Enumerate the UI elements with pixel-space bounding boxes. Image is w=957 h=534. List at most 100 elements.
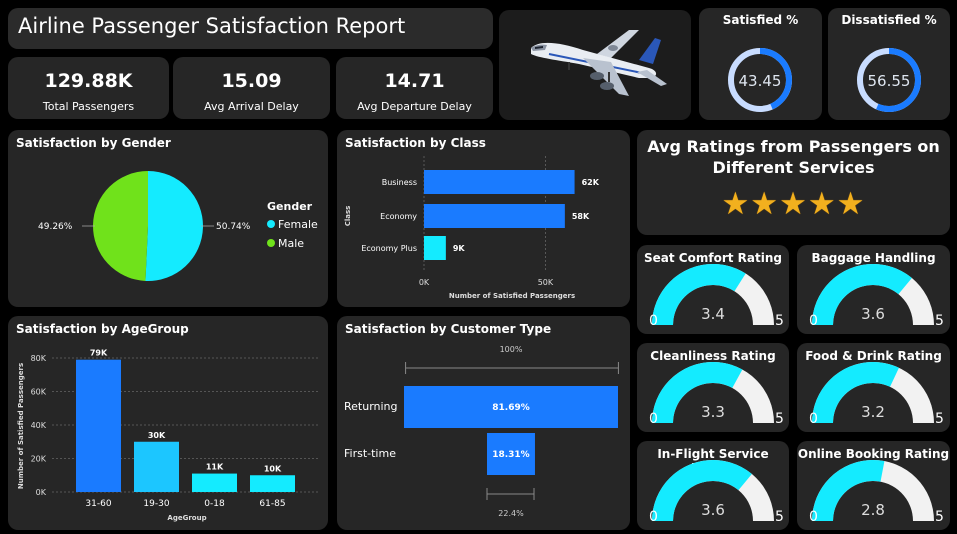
customer-type-funnel-panel: Satisfaction by Customer Type 100% 81.69%… <box>337 316 630 530</box>
gauge-value: 3.2 <box>861 403 885 421</box>
bar <box>192 473 237 492</box>
legend-title: Gender <box>267 200 313 213</box>
ratings-title-line1: Avg Ratings from Passengers on <box>647 137 940 156</box>
legend-label-female: Female <box>278 218 318 231</box>
pie-label-male: 49.26% <box>38 222 73 232</box>
category-label: Economy <box>380 212 417 221</box>
data-label: 62K <box>582 178 600 187</box>
category-label: 0-18 <box>204 499 225 509</box>
gauge-title: Baggage Handling <box>811 251 936 265</box>
gauge-value: 2.8 <box>861 501 885 519</box>
bar <box>134 441 179 492</box>
gauge-min: 0 <box>809 313 818 329</box>
gauge-value-arc <box>652 460 752 521</box>
gauge-chart: 3.4 0 5 <box>649 264 784 329</box>
kpi-value: 14.71 <box>384 70 445 92</box>
gauge-card: Cleanliness Rating 3.3 0 5 <box>637 343 789 432</box>
gauge-max: 5 <box>775 509 784 525</box>
donut-value: 43.45 <box>739 72 782 90</box>
gauge-value-arc <box>652 362 743 423</box>
gender-pie-panel: Satisfaction by Gender 50.74% 49.26% Gen… <box>8 130 328 307</box>
legend-marker-male <box>267 239 275 247</box>
y-axis-label: Class <box>344 206 352 227</box>
gauge-max: 5 <box>775 313 784 329</box>
gauge-max: 5 <box>935 411 944 427</box>
data-label: 9K <box>453 244 466 253</box>
donut-value: 56.55 <box>868 72 911 90</box>
x-tick-label: 50K <box>538 278 554 287</box>
kpi-avg-departure-delay: 14.71 Avg Departure Delay <box>336 57 493 119</box>
donut-value-arc <box>728 48 792 112</box>
category-label: 31-60 <box>85 499 111 509</box>
dissatisfied-percent-card: Dissatisfied % 56.55 <box>828 8 950 120</box>
y-tick-label: 0K <box>36 488 47 497</box>
funnel-bar <box>487 433 535 475</box>
satisfied-donut: 43.45 <box>728 48 792 112</box>
gauge-value: 3.4 <box>701 305 725 323</box>
category-label: 19-30 <box>143 499 169 509</box>
airplane-icon <box>531 30 667 96</box>
data-label: 10K <box>264 464 282 473</box>
data-label: 30K <box>148 431 166 440</box>
gauge-value: 3.6 <box>861 305 885 323</box>
ratings-title-line2: Different Services <box>712 158 875 177</box>
bar <box>424 204 565 228</box>
gauge-chart: 3.6 0 5 <box>809 264 944 329</box>
gauge-chart: 3.6 0 5 <box>649 460 784 525</box>
airplane-image <box>499 10 691 120</box>
funnel-top-label: 100% <box>500 345 523 354</box>
kpi-label: Avg Arrival Delay <box>204 100 299 113</box>
class-bar-panel: Satisfaction by Class 0K 50K Business 62K Ec… <box>337 130 630 307</box>
pie-slice-female <box>145 171 203 281</box>
legend-marker-female <box>267 220 275 228</box>
gender-pie-chart: 50.74% 49.26% Gender Female Male <box>38 171 318 281</box>
gauge-min: 0 <box>649 313 658 329</box>
funnel-bottom-label: 22.4% <box>498 509 524 518</box>
data-label: 81.69% <box>492 403 530 413</box>
kpi-value: 15.09 <box>221 70 282 92</box>
panel-title: Satisfaction by Customer Type <box>345 322 552 336</box>
gauge-min: 0 <box>809 509 818 525</box>
satisfied-percent-card: Satisfied % 43.45 <box>699 8 822 120</box>
category-label: Returning <box>344 400 398 413</box>
ratings-title: Avg Ratings from Passengers on Different… <box>637 136 950 178</box>
gauge-card: Food & Drink Rating 3.2 0 5 <box>797 343 950 432</box>
gauge-title: Seat Comfort Rating <box>644 251 782 265</box>
gauge-min: 0 <box>649 411 658 427</box>
bar <box>424 236 446 260</box>
gauge-max: 5 <box>935 313 944 329</box>
gauge-value: 3.6 <box>701 501 725 519</box>
donut-title: Satisfied % <box>722 13 799 27</box>
y-tick-label: 40K <box>31 421 47 430</box>
report-title: Airline Passenger Satisfaction Report <box>18 14 406 38</box>
kpi-value: 129.88K <box>44 70 133 92</box>
gauge-chart: 3.2 0 5 <box>809 362 944 427</box>
gauge-chart: 2.8 0 5 <box>809 460 944 525</box>
class-bar-chart: 0K 50K Business 62K Economy 58K Economy Plus 9K… <box>344 156 600 300</box>
kpi-label: Total Passengers <box>42 100 135 113</box>
kpi-total-passengers: 129.88K Total Passengers <box>8 57 169 119</box>
dissatisfied-donut: 56.55 <box>857 48 921 112</box>
agegroup-bar-chart: 0K 20K 40K 60K 80K 79K 31-60 30K 19-30 11K 0-18 10K… <box>17 349 320 522</box>
category-label: Business <box>382 178 417 187</box>
gauge-min: 0 <box>649 509 658 525</box>
star-rating-icon: ★★★★★ <box>721 186 866 222</box>
data-label: 18.31% <box>492 450 530 460</box>
gauge-value-arc <box>812 460 885 521</box>
gauge-value-arc <box>812 362 899 423</box>
bar <box>250 475 295 492</box>
bar <box>424 170 575 194</box>
gauge-value: 3.3 <box>701 403 725 421</box>
ratings-header-card: Avg Ratings from Passengers on Different… <box>637 130 950 235</box>
customer-type-funnel-chart: 100% 81.69% Returning 18.31% First-time 22.4% <box>344 345 619 518</box>
data-label: 79K <box>90 349 108 358</box>
y-tick-label: 60K <box>31 388 47 397</box>
pie-slice-male <box>92 171 148 281</box>
x-axis-label: Number of Satisfied Passengers <box>449 292 575 300</box>
kpi-label: Avg Departure Delay <box>357 100 472 113</box>
report-title-card: Airline Passenger Satisfaction Report <box>8 8 493 49</box>
agegroup-bar-panel: Satisfaction by AgeGroup 0K 20K 40K 60K 80K 7… <box>8 316 328 530</box>
y-tick-label: 80K <box>31 354 47 363</box>
funnel-bar <box>404 386 618 428</box>
